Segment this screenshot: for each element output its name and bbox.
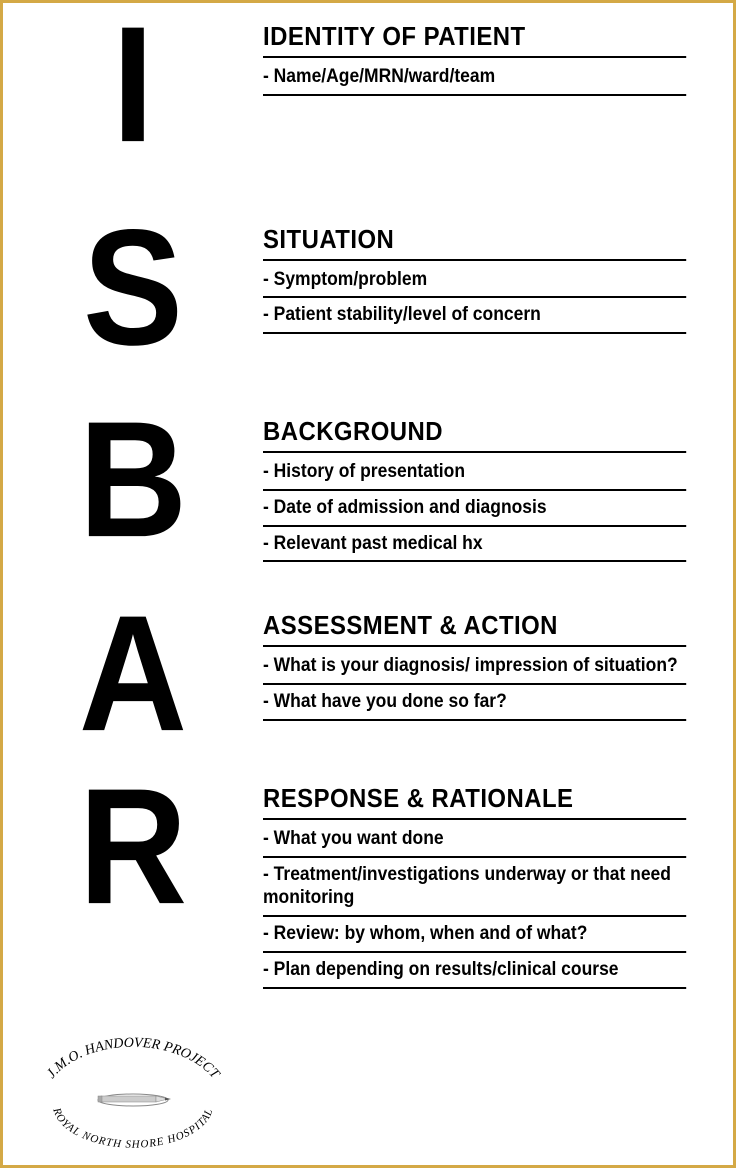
section-response: R RESPONSE & RATIONALE - What you want d… [3,775,733,989]
item-response-2: - Review: by whom, when and of what? [263,917,686,953]
item-assessment-0: - What is your diagnosis/ impression of … [263,649,686,685]
pencil-icon [98,1094,171,1106]
item-response-1: - Treatment/investigations underway or t… [263,858,686,918]
item-response-3: - Plan depending on results/clinical cou… [263,953,686,989]
section-background: B BACKGROUND - History of presentation -… [3,408,733,562]
item-response-0: - What you want done [263,822,686,858]
letter-column: S [3,216,263,359]
heading-background: BACKGROUND [263,416,686,453]
logo-svg: J.M.O. HANDOVER PROJECT ROYAL NORTH SHOR… [23,1030,243,1150]
item-situation-1: - Patient stability/level of concern [263,298,686,334]
letter-b: B [79,401,187,558]
section-identity: I IDENTITY OF PATIENT - Name/Age/MRN/war… [3,13,733,156]
item-situation-0: - Symptom/problem [263,263,686,299]
letter-s: S [83,208,183,365]
footer-logo: J.M.O. HANDOVER PROJECT ROYAL NORTH SHOR… [23,1030,243,1150]
content-column: ASSESSMENT & ACTION - What is your diagn… [263,602,733,745]
item-background-0: - History of presentation [263,455,686,491]
content-column: BACKGROUND - History of presentation - D… [263,408,733,562]
letter-column: A [3,602,263,745]
item-assessment-1: - What have you done so far? [263,685,686,721]
isbar-container: I IDENTITY OF PATIENT - Name/Age/MRN/war… [3,3,733,999]
section-assessment: A ASSESSMENT & ACTION - What is your dia… [3,602,733,745]
item-background-1: - Date of admission and diagnosis [263,491,686,527]
item-identity-0: - Name/Age/MRN/ward/team [263,60,686,96]
letter-column: I [3,13,263,156]
content-column: IDENTITY OF PATIENT - Name/Age/MRN/ward/… [263,13,733,156]
letter-column: R [3,775,263,989]
content-column: RESPONSE & RATIONALE - What you want don… [263,775,733,989]
letter-a: A [79,595,187,752]
logo-bottom-text: ROYAL NORTH SHORE HOSPITAL [50,1105,216,1150]
item-background-2: - Relevant past medical hx [263,527,686,563]
heading-situation: SITUATION [263,224,686,261]
heading-response: RESPONSE & RATIONALE [263,783,686,820]
content-column: SITUATION - Symptom/problem - Patient st… [263,216,733,359]
section-situation: S SITUATION - Symptom/problem - Patient … [3,216,733,359]
heading-identity: IDENTITY OF PATIENT [263,21,686,58]
letter-column: B [3,408,263,562]
letter-i: I [112,6,154,163]
logo-top-text: J.M.O. HANDOVER PROJECT [44,1036,223,1083]
heading-assessment: ASSESSMENT & ACTION [263,610,686,647]
letter-r: R [79,768,187,925]
